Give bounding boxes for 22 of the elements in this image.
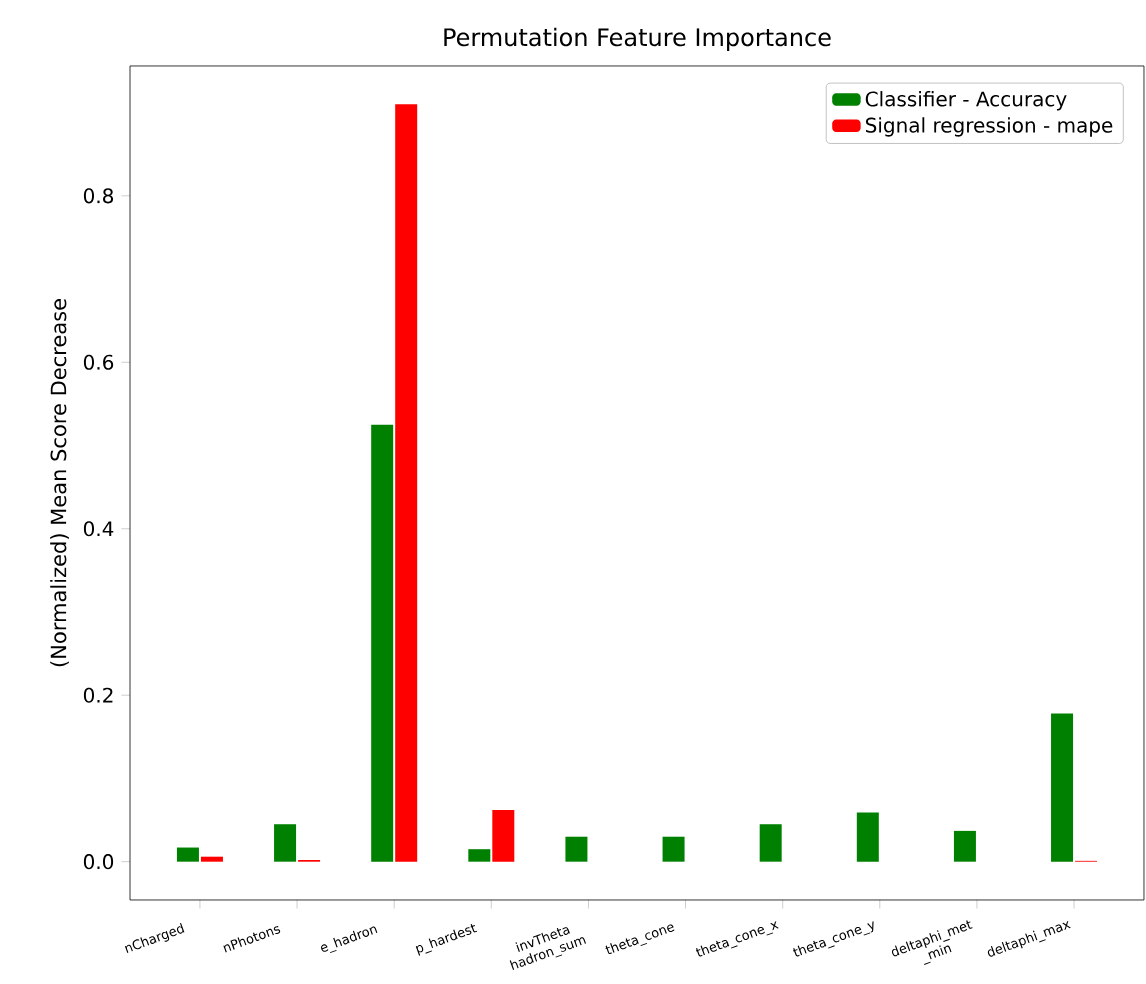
bar	[492, 810, 515, 862]
bar	[395, 104, 418, 862]
y-tick-label: 0.4	[83, 521, 114, 537]
y-axis-title: (Normalized) Mean Score Decrease	[50, 299, 69, 667]
y-tick-label: 0.6	[83, 354, 114, 370]
bar	[565, 836, 588, 862]
bar	[1051, 713, 1074, 862]
bar	[953, 830, 976, 862]
legend-label: Classifier - Accuracy	[865, 91, 1067, 111]
bar	[274, 824, 297, 862]
legend-label: Signal regression - mape	[865, 117, 1113, 137]
bar	[371, 424, 394, 862]
bar	[662, 836, 685, 862]
y-tick-label: 0.8	[83, 188, 114, 204]
y-tick-label: 0.0	[83, 854, 114, 870]
bar	[468, 849, 491, 862]
y-tick-label: 0.2	[83, 687, 113, 703]
bar	[176, 847, 199, 862]
chart-title: Permutation Feature Importance	[444, 27, 831, 51]
bar	[759, 824, 782, 862]
bar	[200, 856, 223, 862]
bar	[856, 812, 879, 862]
